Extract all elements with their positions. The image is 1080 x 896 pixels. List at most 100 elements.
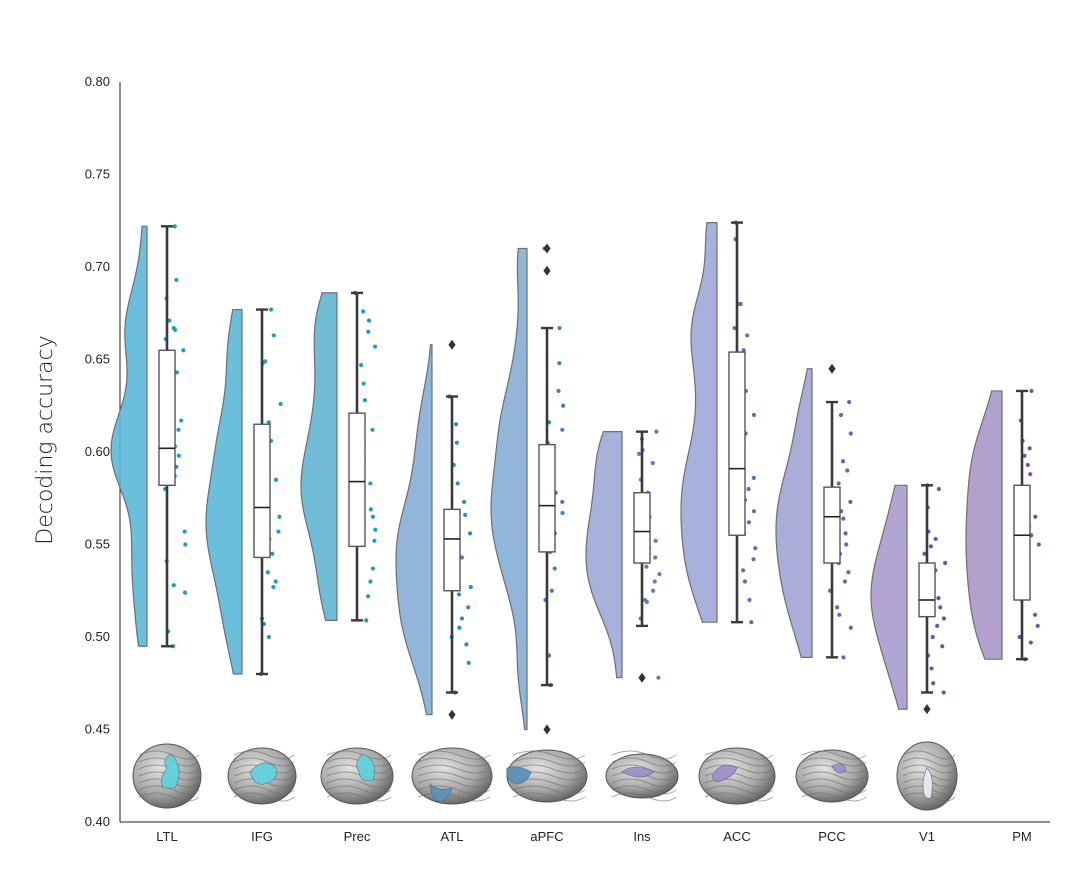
x-axis: LTL IFG Prec ATL aPFC Ins ACC PCC V1 PM (120, 821, 1050, 844)
data-point (466, 660, 471, 666)
x-tick-label: LTL (156, 829, 177, 844)
data-point (943, 560, 948, 566)
data-point (372, 538, 377, 543)
x-tick-label: PCC (818, 829, 845, 844)
violin-Ins (585, 431, 623, 679)
y-tick-label: 0.50 (85, 629, 110, 644)
data-point (182, 529, 187, 534)
data-point (172, 224, 177, 229)
outlier-marker (543, 724, 551, 735)
violin-Prec (300, 292, 338, 621)
data-point (742, 579, 748, 584)
data-point (928, 544, 934, 549)
data-point (273, 477, 279, 482)
data-point (176, 453, 181, 458)
data-point (556, 388, 561, 394)
data-point (1017, 634, 1022, 640)
data-point (746, 520, 752, 525)
brain-Ins (605, 750, 679, 802)
data-point (751, 557, 756, 562)
data-point (747, 597, 752, 603)
data-point (173, 327, 178, 332)
data-point (370, 566, 376, 571)
data-point (841, 516, 846, 521)
data-point (938, 605, 943, 610)
data-point (176, 427, 181, 432)
outlier-marker (448, 709, 456, 720)
outlier-marker (638, 672, 646, 683)
y-tick-label: 0.60 (85, 444, 110, 459)
data-point (644, 599, 650, 604)
data-point (848, 499, 853, 505)
data-point (368, 481, 373, 486)
data-point (746, 486, 751, 492)
data-point (560, 499, 565, 505)
brain-V1 (896, 741, 958, 811)
x-tick-label: IFG (251, 829, 273, 844)
outlier-marker (543, 265, 551, 276)
data-point (644, 564, 649, 569)
data-point (751, 475, 756, 480)
data-point (463, 512, 468, 518)
brain-LTL (132, 743, 202, 809)
violin-LTL (110, 225, 148, 647)
data-point (557, 325, 562, 331)
data-point (846, 570, 851, 575)
x-tick-label: ATL (441, 829, 464, 844)
data-point (650, 588, 656, 593)
data-point (842, 579, 847, 584)
data-point (940, 644, 945, 649)
data-point (174, 277, 179, 283)
x-tick-label: PM (1012, 829, 1032, 844)
data-point (749, 620, 754, 625)
data-point (751, 509, 757, 514)
brain-thumbnails (132, 741, 958, 811)
violin-ACC (680, 222, 718, 623)
data-point (841, 655, 846, 660)
y-axis: 0.40 0.45 0.50 0.55 0.60 0.65 0.70 0.75 0.80 (85, 74, 121, 829)
data-point (653, 555, 658, 560)
violin-V1 (870, 484, 908, 710)
data-point (1032, 612, 1038, 617)
data-point (753, 546, 758, 551)
data-point (840, 459, 846, 464)
data-point (922, 551, 927, 556)
data-point (1027, 446, 1032, 451)
data-point (1029, 388, 1034, 394)
data-point (167, 318, 172, 323)
brain-ACC (698, 747, 776, 805)
data-point (364, 618, 369, 623)
data-point (269, 307, 274, 312)
data-point (461, 499, 467, 505)
data-point (271, 584, 276, 590)
data-point (1022, 453, 1027, 458)
x-tick-label: Prec (344, 829, 371, 844)
data-point (838, 412, 844, 418)
box-IFG (253, 423, 271, 559)
brain-IFG (227, 747, 297, 805)
data-point (360, 309, 366, 314)
data-point (359, 362, 364, 368)
x-tick-label: ACC (723, 829, 750, 844)
data-point (1035, 623, 1040, 629)
box-ATL (443, 508, 461, 592)
data-point (174, 370, 180, 375)
box-plots (158, 221, 1031, 735)
data-point (936, 596, 941, 601)
violin-ATL (395, 344, 433, 716)
data-point (370, 514, 375, 519)
data-point (368, 579, 373, 584)
data-point (464, 642, 469, 647)
data-point (1036, 542, 1041, 547)
violin-aPFC (490, 247, 528, 731)
data-point (933, 536, 938, 542)
box-aPFC (538, 443, 556, 553)
data-point (636, 451, 642, 456)
data-point (278, 401, 283, 406)
data-point (455, 481, 460, 486)
data-point (457, 625, 462, 630)
data-point (454, 440, 459, 445)
data-point (741, 568, 746, 573)
data-point (467, 531, 473, 536)
data-point (270, 551, 275, 556)
